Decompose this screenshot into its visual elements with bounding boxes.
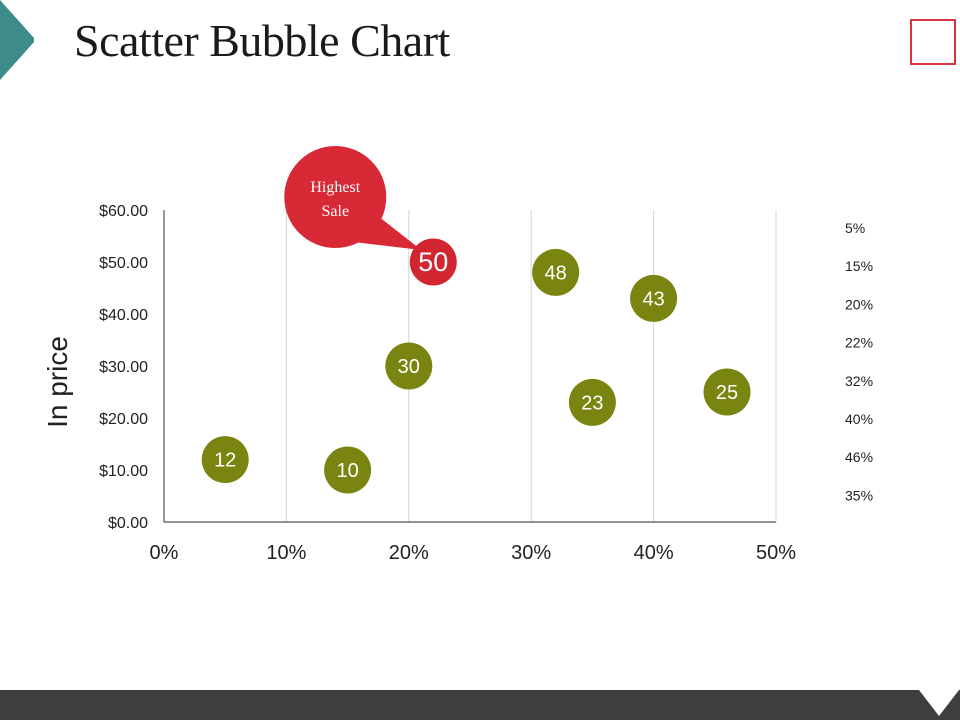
callout-bubble [284,146,387,248]
grid-lines [285,210,777,522]
bubble: 25 [703,368,751,416]
y-tick-label: $10.00 [99,463,148,480]
callout-text: Highest [310,179,360,196]
bubble-highlight: 50 [409,238,457,286]
x-tick-labels: 0% 10% 20% 30% 40% 50% [150,542,797,564]
bubble-circle [409,238,457,286]
legend-label: 40% [845,411,873,427]
x-tick-label: 10% [266,542,306,564]
legend: 5% 15% 20% 22% 32% 40% 46% 35% [845,220,873,503]
y-tick-label: $40.00 [99,307,148,324]
scatter-bubble-chart: $0.00 $10.00 $20.00 $30.00 $40.00 $50.00 $60.0… [42,146,873,564]
bubbles: 12 10 30 50 48 23 43 25 [201,238,751,494]
y-axis-label: In price [42,336,73,428]
y-tick-label: $20.00 [99,411,148,428]
bubble-label: 48 [545,262,567,284]
bubble-circle [324,446,372,494]
x-tick-label: 50% [756,542,796,564]
bubble-label: 10 [336,460,358,482]
bubble-circle [703,368,751,416]
legend-label: 32% [845,373,873,389]
x-tick-label: 40% [634,542,674,564]
legend-label: 20% [845,296,873,312]
bubble-label: 23 [581,392,603,414]
bubble-circle [201,436,249,484]
corner-accent-tab [0,0,34,80]
legend-label: 22% [845,335,873,351]
x-tick-label: 30% [511,542,551,564]
bubble-circle [385,342,433,390]
legend-label: 46% [845,449,873,465]
page-title: Scatter Bubble Chart [74,15,450,66]
bubble-label: 30 [398,356,420,378]
bubble-label: 12 [214,450,236,472]
bubble: 48 [532,248,580,296]
footer-notch-icon [919,690,959,716]
bubble: 43 [630,274,678,322]
legend-label: 35% [845,487,873,503]
bubble-circle [568,378,616,426]
footer-bar [0,690,960,720]
y-tick-label: $50.00 [99,255,148,272]
bubble-circle [630,274,678,322]
y-tick-label: $60.00 [99,203,148,220]
bubble: 10 [324,446,372,494]
axes [163,210,776,523]
x-tick-label: 20% [389,542,429,564]
legend-label: 15% [845,258,873,274]
highest-sale-callout: Highest Sale [284,146,422,250]
bubble: 12 [201,436,249,484]
y-tick-labels: $0.00 $10.00 $20.00 $30.00 $40.00 $50.00 $60.0… [99,203,148,532]
bubble: 23 [568,378,616,426]
y-tick-label: $30.00 [99,359,148,376]
bubble-label: 25 [716,382,738,404]
bubble-label: 43 [642,288,664,310]
bubble-circle [532,248,580,296]
decorative-frame-box [910,19,956,65]
x-tick-label: 0% [150,542,179,564]
bubble-label: 50 [418,247,448,277]
y-tick-label: $0.00 [108,515,148,532]
callout-text: Sale [322,203,350,220]
legend-label: 5% [845,220,865,236]
bubble: 30 [385,342,433,390]
callout-pointer [353,217,422,250]
